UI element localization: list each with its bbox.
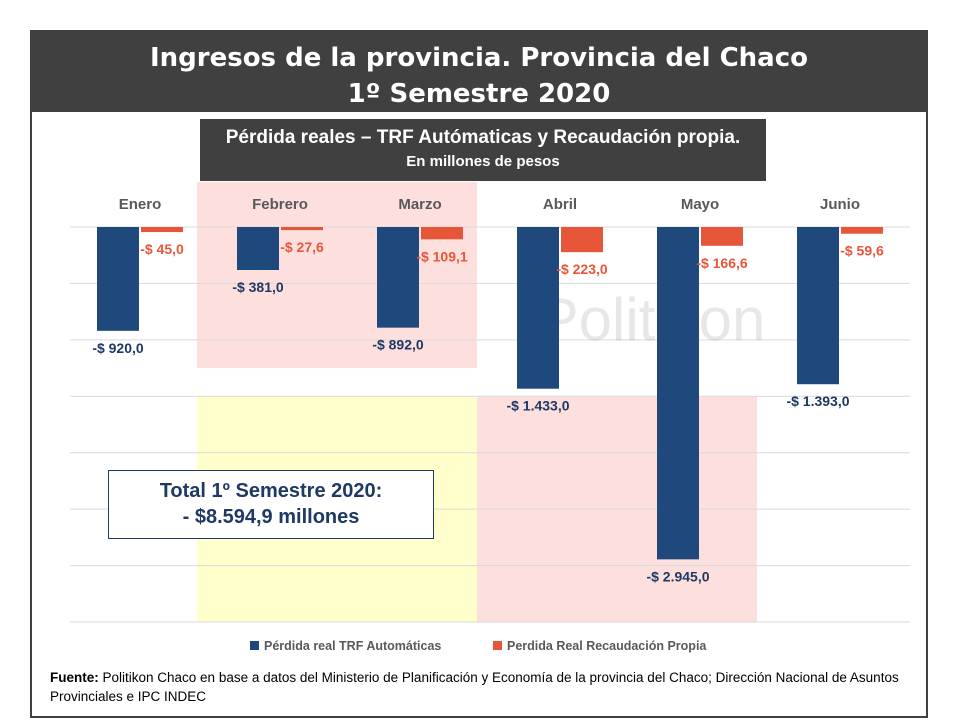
category-label: Abril (543, 196, 577, 213)
bar-trf (377, 227, 419, 328)
total-label: Total 1º Semestre 2020: (159, 480, 383, 502)
bar-trf (237, 227, 279, 270)
category-label: Marzo (398, 196, 441, 213)
page-title-line2: 1º Semestre 2020 (347, 79, 611, 109)
highlight-band-0 (197, 182, 477, 369)
data-label-trf: -$ 920,0 (92, 340, 144, 356)
category-label: Junio (820, 196, 860, 213)
source-text: Politikon Chaco en base a datos del Mini… (50, 670, 899, 704)
legend-label-recaudacion: Perdida Real Recaudación Propia (507, 639, 707, 653)
total-value: - $8.594,9 millones (182, 506, 360, 528)
data-label-recaudacion: -$ 27,6 (280, 239, 324, 255)
bar-recaudacion (421, 227, 463, 240)
bar-trf (97, 227, 139, 331)
data-label-recaudacion: -$ 109,1 (416, 248, 468, 264)
data-label-recaudacion: -$ 223,0 (556, 261, 608, 277)
source-footnote: Fuente: Politikon Chaco en base a datos … (50, 668, 910, 706)
chart-units: En millones de pesos (406, 153, 560, 170)
data-label-recaudacion: -$ 59,6 (840, 243, 884, 259)
total-callout: Total 1º Semestre 2020: - $8.594,9 millo… (108, 470, 434, 539)
data-label-trf: -$ 2.945,0 (646, 568, 709, 584)
legend-swatch-trf (250, 641, 259, 650)
page-title-line1: Ingresos de la provincia. Provincia del … (149, 43, 809, 73)
bar-trf (517, 227, 559, 389)
chart-subtitle: Pérdida reales – TRF Autómaticas y Recau… (225, 127, 741, 148)
category-label: Febrero (252, 196, 308, 213)
bar-recaudacion (561, 227, 603, 253)
bar-recaudacion (281, 227, 323, 231)
data-label-recaudacion: -$ 166,6 (696, 255, 748, 271)
bar-trf (657, 227, 699, 560)
bar-recaudacion (141, 227, 183, 233)
data-label-trf: -$ 1.393,0 (786, 393, 849, 409)
chart-subtitle-box: Pérdida reales – TRF Autómaticas y Recau… (200, 119, 766, 181)
data-label-trf: -$ 381,0 (232, 279, 284, 295)
category-label: Enero (119, 196, 162, 213)
legend-swatch-recaudacion (493, 641, 502, 650)
header-banner: Ingresos de la provincia. Provincia del … (30, 30, 928, 112)
data-label-trf: -$ 892,0 (372, 337, 424, 353)
watermark-text: Politikon (539, 286, 766, 353)
legend-label-trf: Pérdida real TRF Automáticas (264, 639, 441, 653)
category-label: Mayo (681, 196, 719, 213)
bar-recaudacion (841, 227, 883, 234)
source-label: Fuente: (50, 670, 99, 685)
data-label-recaudacion: -$ 45,0 (140, 241, 184, 257)
data-label-trf: -$ 1.433,0 (506, 398, 569, 414)
bar-trf (797, 227, 839, 385)
bar-recaudacion (701, 227, 743, 246)
